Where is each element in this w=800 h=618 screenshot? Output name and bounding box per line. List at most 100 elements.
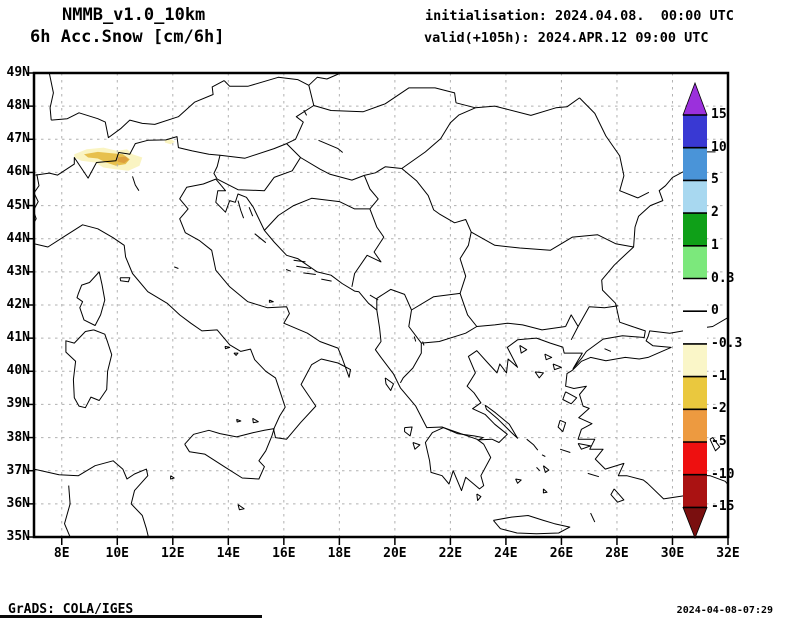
- colorbar-segment: [683, 474, 707, 508]
- lat-label-43N: 43N: [6, 263, 30, 279]
- island-capri: [233, 352, 239, 356]
- border-croatia-serbia: [363, 175, 379, 210]
- window-edge-artifact: [0, 615, 262, 618]
- island-kos: [587, 472, 600, 478]
- border-hungary-south: [364, 166, 402, 176]
- border-slovakia-czech: [308, 73, 341, 86]
- lat-label-41N: 41N: [6, 330, 30, 346]
- lake-lake-scutari: [369, 294, 379, 301]
- border-rhine-fr-de: [48, 73, 54, 121]
- colorbar-segment: [683, 278, 707, 312]
- colorbar-label-0: 0: [711, 303, 719, 319]
- island-aeolian-1: [252, 417, 259, 424]
- colorbar-segment: [683, 180, 707, 214]
- island-malta: [237, 504, 245, 511]
- lat-label-36N: 36N: [6, 495, 30, 511]
- island-milos: [515, 478, 522, 484]
- lon-label-28E: 28E: [605, 546, 629, 561]
- lat-label-48N: 48N: [6, 98, 30, 114]
- colorbar-segment: [683, 442, 707, 475]
- island-limnos: [534, 371, 544, 379]
- island-paros: [536, 467, 541, 472]
- island-lesbos: [562, 391, 578, 405]
- lake-lake-balaton: [318, 139, 344, 153]
- colorbar-segment: [683, 213, 707, 246]
- island-pantelleria: [170, 475, 175, 480]
- snow-patch-alps-snow-spot: [117, 156, 129, 164]
- colorbar-label--10: -10: [711, 466, 735, 482]
- island-kythira: [476, 493, 482, 501]
- snow-patch-alps-snow-core: [84, 151, 130, 166]
- border-romania-ukraine: [455, 97, 580, 116]
- lon-label-10E: 10E: [105, 546, 129, 561]
- lake-lake-garda: [132, 176, 140, 191]
- border-austria-czech: [223, 76, 310, 87]
- border-serbia-romania: [401, 168, 472, 233]
- lat-label-45N: 45N: [6, 197, 30, 213]
- island-ischia: [224, 345, 231, 350]
- island-corfu: [384, 377, 394, 391]
- island-mykonos: [541, 454, 546, 457]
- lon-label-22E: 22E: [438, 546, 463, 561]
- border-slovenia-croatia: [216, 143, 301, 192]
- island-euboea: [484, 404, 519, 439]
- coastline-balkan-greece-blacksea-coast: [215, 151, 716, 443]
- island-santorini: [542, 488, 548, 494]
- island-hvar: [296, 265, 312, 269]
- island-ikaria: [559, 448, 571, 453]
- border-slovenia-austria: [219, 143, 287, 159]
- colorbar-segment: [683, 343, 707, 377]
- border-romania-moldova-prut: [579, 97, 650, 199]
- border-swiss-north-alps: [51, 80, 225, 139]
- island-dugi-otok: [254, 233, 267, 244]
- island-aeolian-2: [236, 418, 242, 423]
- coastline-north-africa-coast: [34, 460, 149, 537]
- colorbar-label-2: 2: [711, 205, 719, 221]
- lat-label-42N: 42N: [6, 297, 30, 312]
- island-samothrace: [544, 353, 553, 361]
- lat-label-35N: 35N: [6, 529, 30, 544]
- grads-credit: GrADS: COLA/IGES: [8, 602, 134, 617]
- island-marmara-island: [604, 348, 612, 352]
- island-zakynthos: [412, 442, 421, 450]
- lon-label-14E: 14E: [216, 546, 241, 561]
- model-title: NMMB_v1.0_10km: [62, 5, 206, 25]
- island-cres: [237, 200, 245, 219]
- lat-label-38N: 38N: [6, 429, 30, 445]
- colorbar-label--0.3: -0.3: [711, 335, 743, 351]
- colorbar-triangle-bottom: [682, 506, 708, 540]
- lake-lake-beysehir: [709, 437, 721, 452]
- creation-timestamp: 2024-04-08-07:29: [676, 605, 773, 616]
- border-bosnia-serbia-montenegro: [351, 208, 385, 287]
- lat-label-49N: 49N: [6, 65, 30, 80]
- border-romania-bulgaria-danube: [470, 231, 634, 251]
- island-naxos: [542, 465, 550, 473]
- map-layers: [34, 73, 728, 537]
- colorbar-label-0.3: 0.3: [711, 270, 735, 286]
- lat-label-44N: 44N: [6, 230, 30, 246]
- coastline-italy-coast: [34, 178, 351, 440]
- island-thasos: [519, 344, 528, 354]
- border-albania-east: [376, 288, 422, 384]
- island-andros-tinos: [526, 438, 539, 451]
- lake-lake-ohrid: [413, 336, 417, 342]
- lon-label-30E: 30E: [660, 546, 685, 561]
- coastline-peloponnese: [424, 427, 492, 492]
- coastline-marmara-blacksea-south-coast: [571, 317, 728, 371]
- island-brac: [293, 259, 306, 263]
- lon-label-18E: 18E: [327, 546, 352, 561]
- lake-lake-trasimeno: [174, 266, 179, 269]
- lat-label-46N: 46N: [6, 164, 30, 180]
- island-losinj: [248, 207, 254, 217]
- border-north-macedonia: [411, 292, 478, 344]
- valid-time: valid(+105h): 2024.APR.12 09:00 UTC: [424, 30, 709, 46]
- border-greece-turkey-evros: [565, 314, 579, 341]
- colorbar-segment: [683, 409, 707, 442]
- lat-label-40N: 40N: [6, 363, 30, 379]
- lon-label-24E: 24E: [494, 546, 518, 561]
- island-samos: [577, 443, 592, 450]
- colorbar-segment: [683, 245, 707, 279]
- lon-label-32E: 32E: [716, 546, 740, 561]
- island-korcula: [303, 272, 316, 275]
